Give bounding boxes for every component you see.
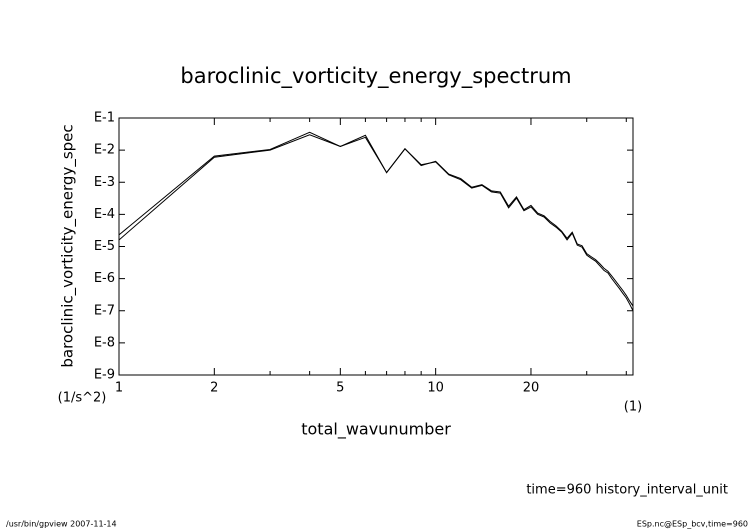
x-tick-label: 5 [336,381,344,396]
x-tick-label: 1 [115,381,123,396]
footer-left: /usr/bin/gpview 2007-11-14 [6,520,117,529]
y-tick-label: E-3 [94,175,115,190]
y-tick-label: E-6 [94,271,115,286]
y-tick-label: E-7 [94,303,115,318]
x-tick-label: 2 [210,381,218,396]
series-line [118,131,634,307]
plot-frame [118,117,634,376]
y-tick-label: E-4 [94,207,115,222]
y-unit: (1/s^2) [58,391,107,406]
note: time=960 history_interval_unit [526,483,728,498]
footer-right: ESp.nc@ESp_bcv,time=960 [637,520,748,529]
y-tick-label: E-5 [94,239,115,254]
y-tick-label: E-8 [94,335,115,350]
y-tick-label: E-9 [94,368,115,383]
y-tick-label: E-1 [94,111,115,126]
x-tick-label: 20 [523,381,540,396]
y-tick-label: E-2 [94,143,115,158]
x-tick-label: 10 [427,381,444,396]
y-axis-label: baroclinic_vorticity_energy_spec [59,124,78,367]
chart-title: baroclinic_vorticity_energy_spectrum [180,64,571,89]
series-line [118,134,634,311]
x-unit: (1) [624,400,642,415]
x-axis-label: total_wavunumber [301,420,451,440]
